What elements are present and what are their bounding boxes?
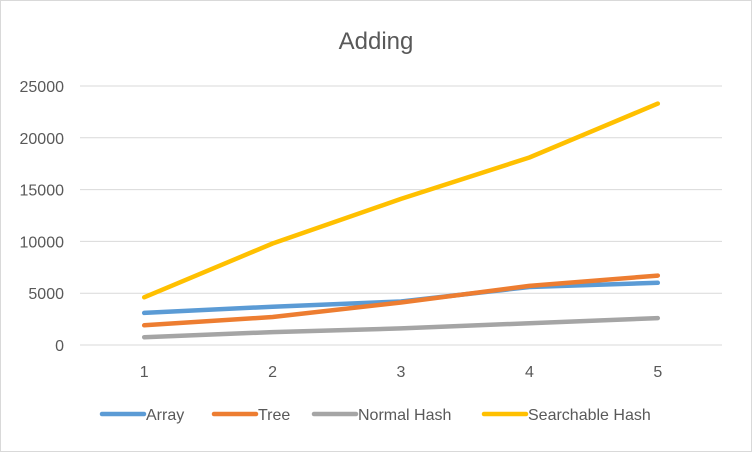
y-tick-label: 5000	[28, 286, 64, 303]
y-tick-label: 10000	[20, 234, 65, 251]
x-tick-label: 4	[525, 364, 534, 381]
y-tick-label: 20000	[20, 131, 65, 148]
series-line-array	[141, 280, 661, 316]
gridlines	[80, 85, 722, 346]
legend-label: Tree	[258, 407, 290, 424]
chart-title: Adding	[339, 28, 414, 55]
legend-label: Array	[146, 407, 184, 424]
series-line-tree	[141, 273, 661, 328]
y-axis-ticks: 0 5000 10000 15000 20000 25000	[20, 79, 65, 355]
x-tick-label: 3	[397, 364, 406, 381]
legend-label: Searchable Hash	[528, 407, 651, 424]
legend-item-array: Array	[99, 407, 184, 424]
series-line-searchable-hash	[141, 101, 661, 300]
x-tick-label: 2	[268, 364, 277, 381]
y-tick-label: 15000	[20, 183, 65, 200]
x-tick-label: 5	[653, 364, 662, 381]
series-line-normal-hash	[141, 315, 661, 340]
legend-item-normal-hash: Normal Hash	[311, 407, 451, 424]
series-lines	[141, 101, 661, 340]
legend-item-tree: Tree	[211, 407, 290, 424]
y-tick-label: 25000	[20, 79, 65, 96]
legend-label: Normal Hash	[358, 407, 451, 424]
x-tick-label: 1	[140, 364, 149, 381]
legend: Array Tree Normal Hash Searchable Hash	[99, 407, 651, 424]
y-tick-label: 0	[55, 338, 64, 355]
x-axis-ticks: 1 2 3 4 5	[140, 364, 663, 381]
legend-item-searchable-hash: Searchable Hash	[481, 407, 651, 424]
